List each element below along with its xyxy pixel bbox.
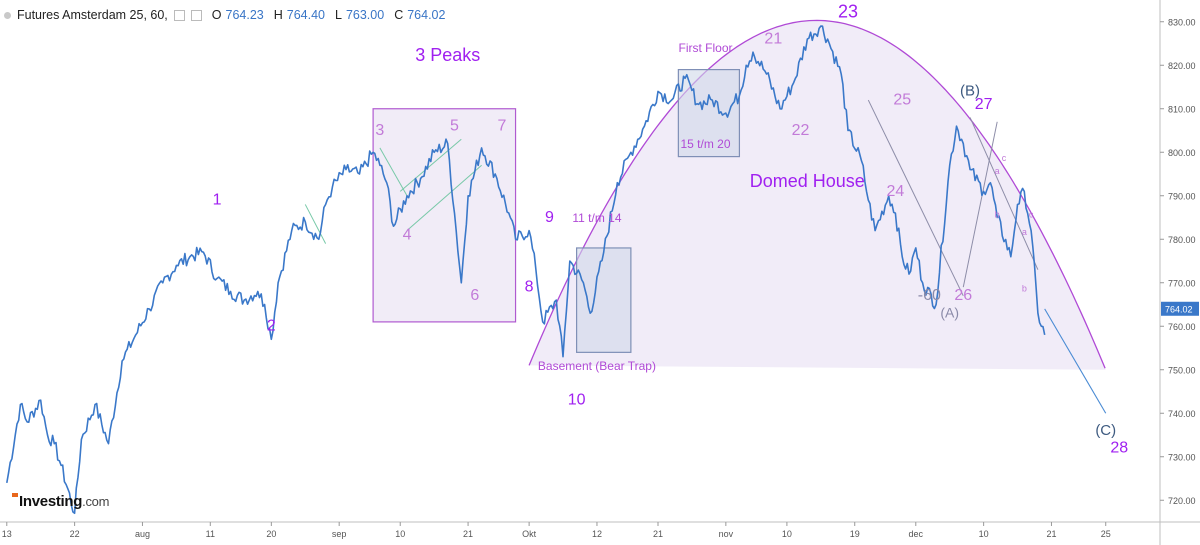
y-tick-label: 800.00 — [1168, 148, 1196, 158]
annotation-label: c — [1029, 210, 1034, 220]
x-tick-label: sep — [332, 529, 347, 539]
annotation-label: 8 — [525, 278, 534, 295]
high-value: 764.40 — [286, 8, 325, 22]
annotation-label: 1 — [213, 191, 222, 208]
toggle-box-icon[interactable] — [190, 9, 202, 21]
y-tick-label: 810.00 — [1168, 104, 1196, 114]
x-tick-label: 10 — [782, 529, 792, 539]
x-tick-label: 10 — [395, 529, 405, 539]
open-value: 764.23 — [225, 8, 264, 22]
x-tick-label: 21 — [463, 529, 473, 539]
trend-line — [969, 117, 1039, 270]
three-peaks-box — [372, 108, 517, 323]
annotation-label: 3 Peaks — [415, 45, 480, 65]
x-tick-label: 25 — [1101, 529, 1111, 539]
annotation-label: b — [1022, 283, 1027, 293]
x-tick-label: 20 — [266, 529, 276, 539]
logo-suffix: .com — [82, 494, 110, 509]
last-price-label: 764.02 — [1165, 304, 1193, 314]
x-tick-label: Okt — [522, 529, 537, 539]
annotation-label: 2 — [267, 318, 276, 335]
annotation-label: 25 — [893, 91, 911, 108]
annotation-label: 27 — [975, 96, 993, 113]
trend-line — [867, 99, 964, 297]
y-tick-label: 780.00 — [1168, 235, 1196, 245]
annotation-label: a — [1022, 227, 1027, 237]
annotation-label: a — [995, 166, 1000, 176]
annotation-label: 6 — [470, 287, 479, 304]
annotation-label: 5 — [450, 118, 459, 135]
trend-line — [379, 147, 408, 196]
annotation-label: 7 — [498, 118, 507, 135]
x-tick-label: nov — [719, 529, 734, 539]
annotation-label: c — [1002, 153, 1007, 163]
y-tick-label: 770.00 — [1168, 278, 1196, 288]
x-tick-label: 13 — [2, 529, 12, 539]
status-dot-icon — [4, 11, 11, 19]
low-label: L — [335, 8, 342, 22]
y-tick-label: 790.00 — [1168, 191, 1196, 201]
logo-mark-icon — [12, 493, 18, 497]
y-tick-label: 740.00 — [1168, 409, 1196, 419]
y-tick-label: 760.00 — [1168, 322, 1196, 332]
y-tick-label: 830.00 — [1168, 17, 1196, 27]
x-tick-label: 11 — [206, 529, 215, 539]
y-tick-label: 750.00 — [1168, 365, 1196, 375]
annotation-label: 28 — [1110, 439, 1128, 456]
annotation-label: 15 t/m 20 — [680, 137, 730, 151]
basement-box — [576, 247, 632, 353]
trend-line — [406, 164, 482, 231]
annotation-label: (A) — [940, 305, 959, 321]
x-tick-label: 10 — [979, 529, 989, 539]
close-value: 764.02 — [407, 8, 446, 22]
logo-main: Investing — [19, 493, 83, 510]
annotation-label: Domed House — [750, 171, 865, 191]
price-series-line — [6, 25, 1046, 515]
high-label: H — [273, 8, 283, 22]
last-price-badge — [1161, 301, 1199, 316]
dome-curve — [528, 19, 1106, 369]
x-tick-label: 19 — [850, 529, 860, 539]
annotation-label: -60 — [918, 287, 941, 304]
x-tick-label: 21 — [653, 529, 663, 539]
y-tick-label: 730.00 — [1168, 452, 1196, 462]
chart-header: Futures Amsterdam 25, 60, O 764.23 H 764.4… — [4, 8, 445, 22]
close-label: C — [394, 8, 404, 22]
annotation-label: b — [995, 210, 1000, 220]
annotation-label: 10 — [568, 392, 586, 409]
annotation-label: 22 — [792, 122, 810, 139]
trend-line — [304, 204, 327, 244]
x-tick-label: aug — [135, 529, 150, 539]
x-tick-label: 21 — [1046, 529, 1056, 539]
x-tick-label: 22 — [70, 529, 80, 539]
x-tick-label: dec — [909, 529, 924, 539]
annotation-label: (B) — [960, 83, 980, 100]
annotation-label: 11 t/m 14 — [572, 211, 621, 225]
annotation-label: Basement (Bear Trap) — [538, 359, 656, 373]
low-value: 763.00 — [345, 8, 385, 22]
annotation-label: 23 — [838, 1, 858, 21]
annotation-label: 9 — [545, 209, 554, 226]
settings-box-icon[interactable] — [173, 9, 185, 21]
symbol-label[interactable]: Futures Amsterdam 25, 60, — [17, 8, 168, 22]
x-tick-label: 12 — [592, 529, 602, 539]
open-label: O — [211, 8, 222, 22]
trend-line — [399, 138, 462, 192]
annotation-label: 4 — [403, 226, 412, 243]
annotation-label: (C) — [1095, 422, 1116, 439]
dome-fill — [529, 20, 1106, 370]
projection-line — [1044, 308, 1107, 414]
y-tick-label: 720.00 — [1168, 496, 1196, 506]
annotation-label: 24 — [887, 183, 905, 200]
investing-logo: Investing.com — [12, 493, 109, 510]
trend-line — [962, 121, 998, 288]
y-tick-label: 820.00 — [1168, 61, 1196, 71]
annotation-label: 26 — [954, 287, 972, 304]
annotation-label: 21 — [764, 31, 782, 48]
annotation-label: 3 — [375, 122, 384, 139]
annotation-label: First Floor — [678, 41, 732, 55]
